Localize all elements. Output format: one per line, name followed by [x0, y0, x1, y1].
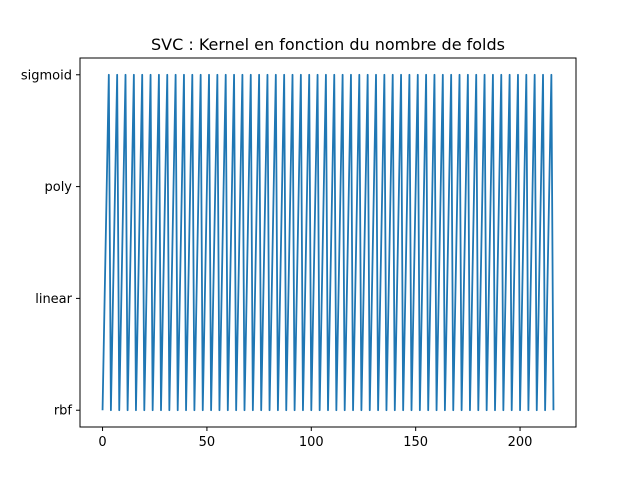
- x-tick-label: 50: [199, 435, 216, 450]
- axes-frame: [79, 57, 577, 428]
- chart-title: SVC : Kernel en fonction du nombre de fo…: [151, 35, 505, 54]
- y-axis: rbf linear poly sigmoid: [21, 68, 80, 419]
- x-tick-label: 150: [403, 435, 428, 450]
- series-line-0: [101, 73, 555, 412]
- y-tick-label: rbf: [54, 404, 73, 419]
- y-tick-label: sigmoid: [21, 68, 72, 83]
- plot-area: [101, 73, 555, 412]
- x-tick-label: 100: [299, 435, 324, 450]
- x-tick-label: 200: [508, 435, 533, 450]
- x-tick-label: 0: [98, 435, 106, 450]
- x-axis: 0 50 100 150 200: [98, 427, 532, 450]
- y-tick-label: poly: [44, 180, 72, 195]
- y-tick-label: linear: [35, 292, 72, 307]
